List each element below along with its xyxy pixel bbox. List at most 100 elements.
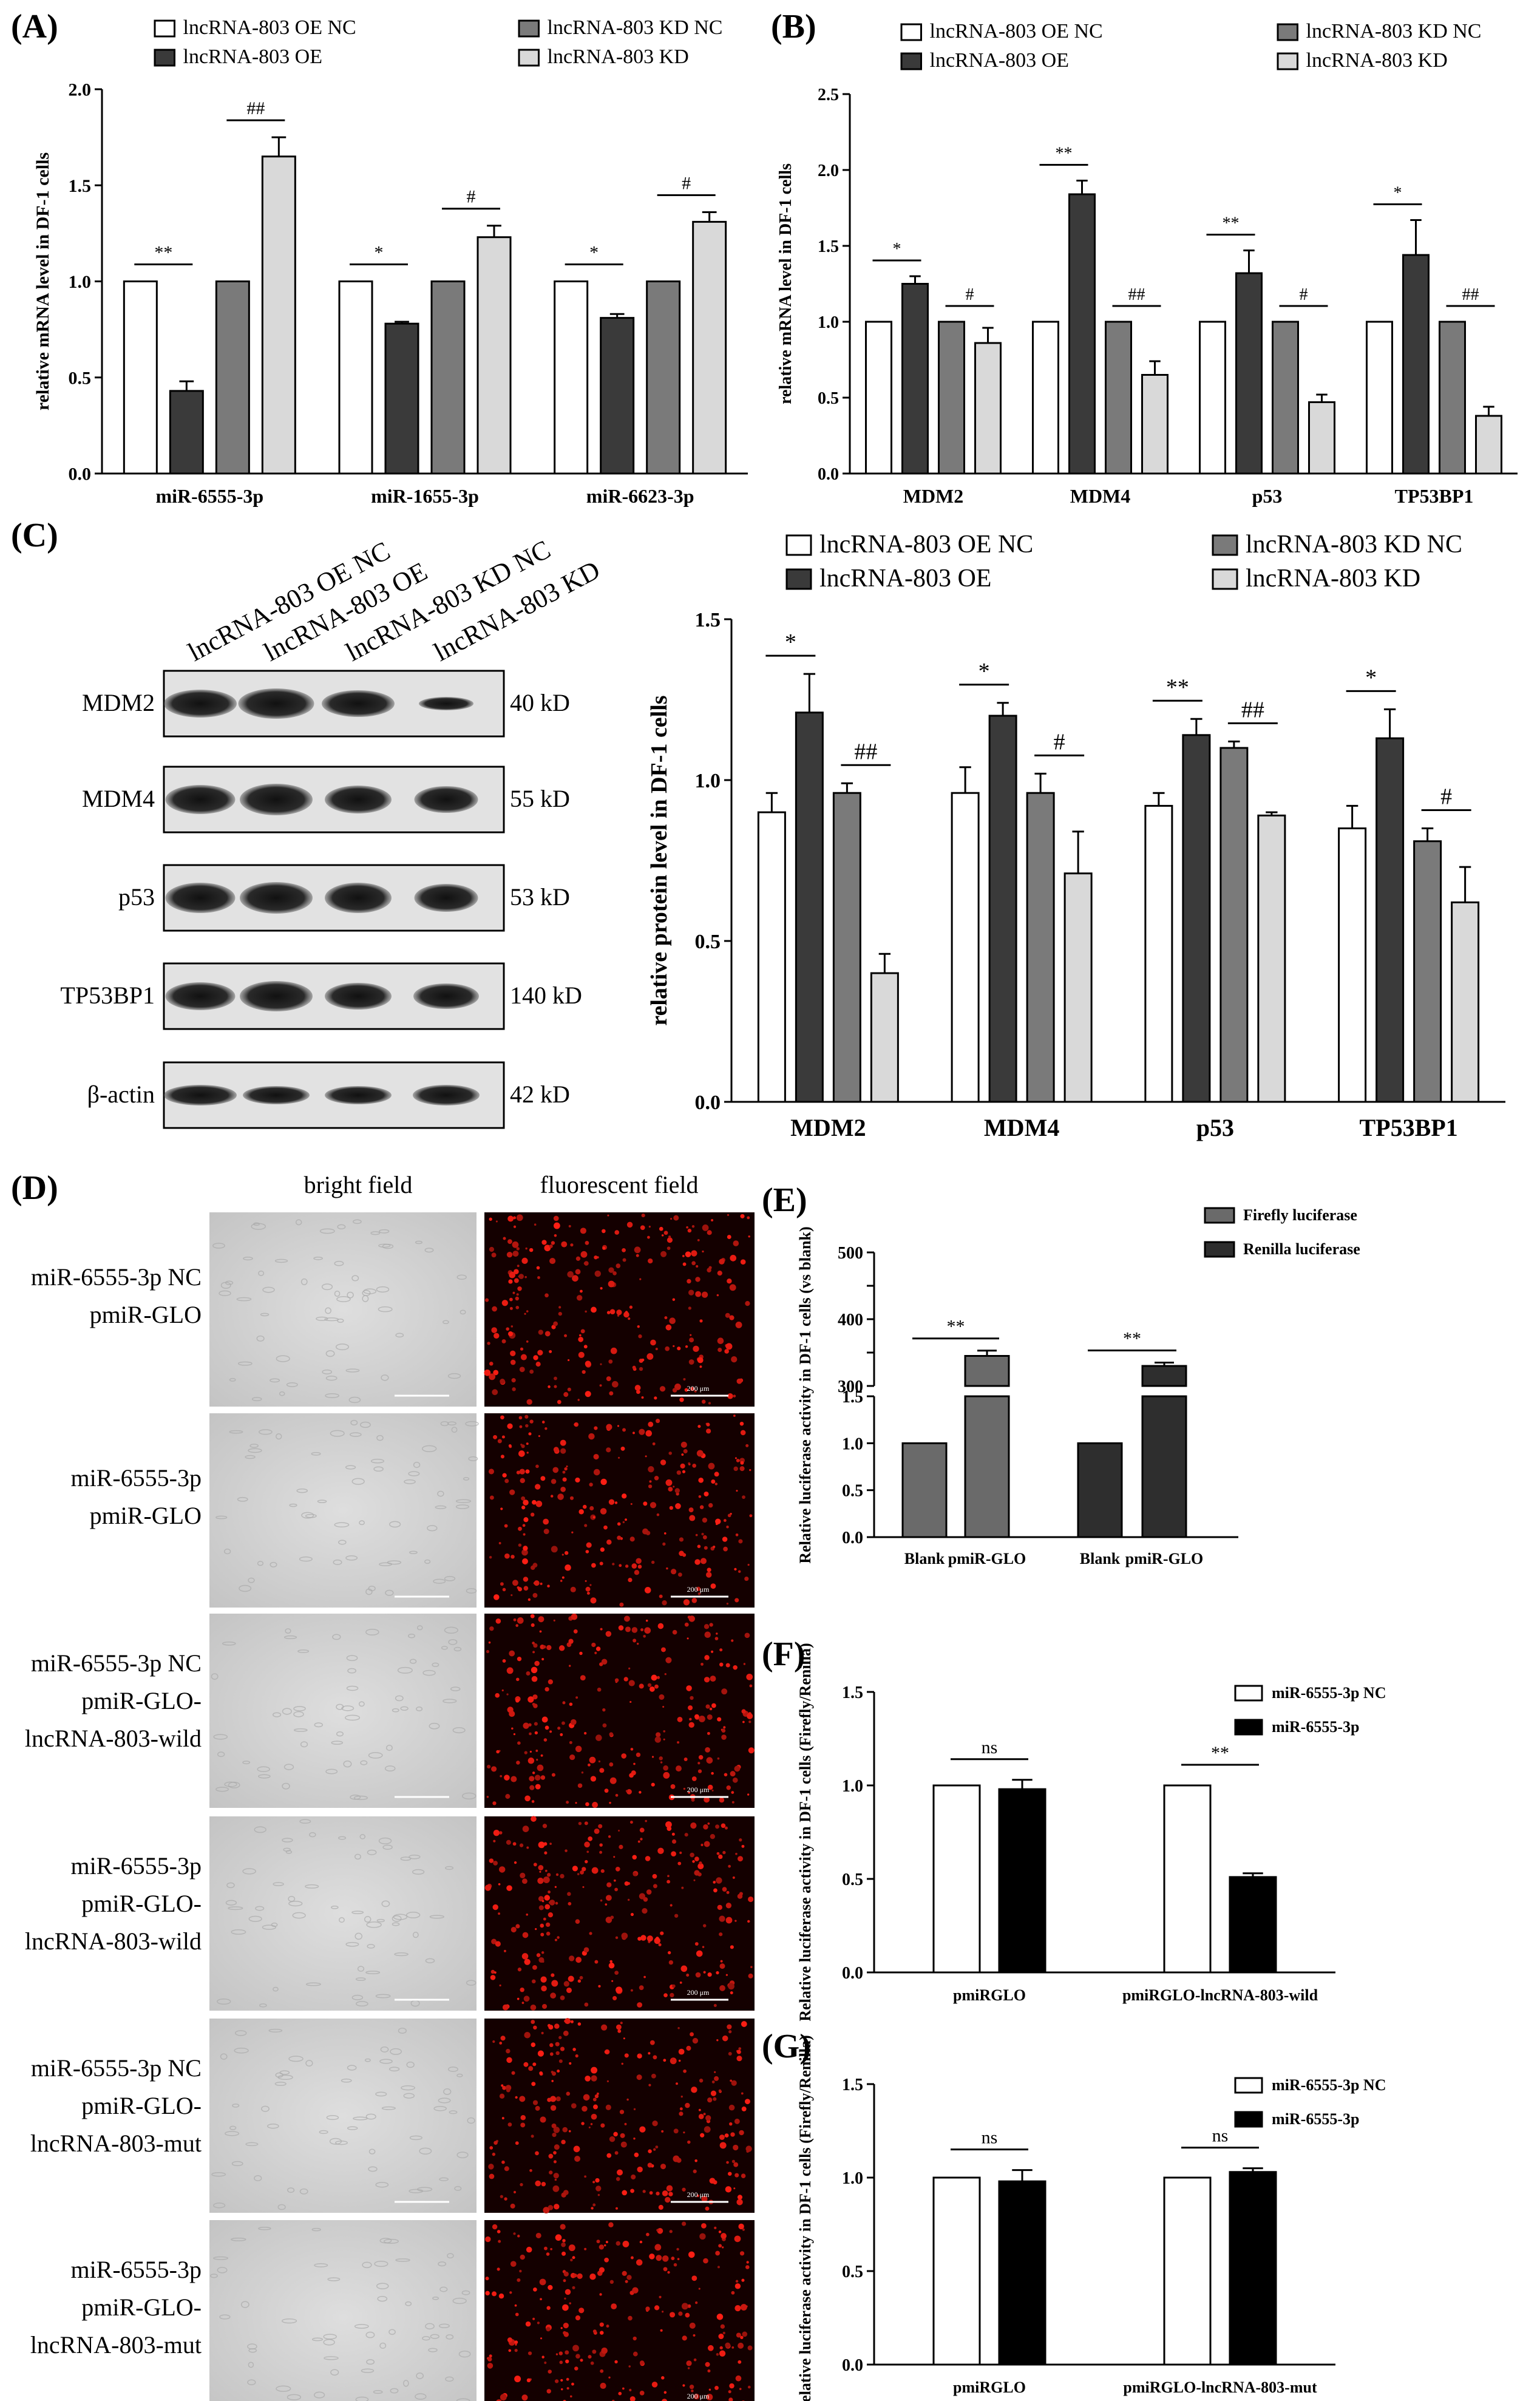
fluorescent-cell [561, 1554, 564, 1556]
fluorescent-cell [682, 2221, 687, 2226]
fluorescent-cell [561, 2139, 566, 2145]
blot-band [414, 786, 478, 813]
fluorescent-cell [582, 1370, 586, 1374]
cell-outline [345, 1714, 361, 1721]
fluorescent-cell [591, 1563, 596, 1568]
fluorescent-cell [739, 1421, 744, 1426]
x-tick-label: p53 [1252, 485, 1283, 507]
fluorescent-cell [599, 1384, 602, 1387]
fluorescent-cell [606, 1376, 611, 1382]
fluorescent-cell [647, 2162, 653, 2168]
fluorescent-cell [526, 1671, 531, 1676]
fluorescent-cell [520, 1872, 526, 1878]
cell-outline [427, 1525, 438, 1532]
fluorescent-cell [630, 1912, 634, 1917]
fluorescent-cell [614, 1230, 620, 1235]
fluorescent-cell [745, 2099, 750, 2105]
cell-outline [286, 1382, 298, 1387]
fluorescent-cell [653, 1884, 657, 1889]
fluorescent-cell [714, 1482, 718, 1486]
fluorescent-cell [609, 1960, 612, 1963]
bar [1235, 272, 1263, 475]
fluorescent-cell [499, 2042, 503, 2045]
fluorescent-cell [648, 1226, 651, 1228]
fluorescent-cell [562, 1477, 567, 1482]
cell-outline [347, 2126, 358, 2130]
fluorescent-cell [702, 1250, 704, 1253]
fluorescent-cell [517, 1586, 520, 1589]
blot-band [325, 983, 392, 1010]
fluorescent-cell [570, 1586, 576, 1592]
cell-outline [273, 1986, 279, 1992]
fluorescent-cell [719, 2346, 723, 2350]
cell-outline [354, 1932, 363, 1940]
fluorescent-cell [733, 2162, 739, 2167]
fluorescent-cell [695, 1972, 701, 1978]
fluorescent-cell [645, 1619, 648, 1622]
cell-outline [309, 1832, 316, 1838]
fluorescent-cell [640, 1838, 643, 1841]
fluorescent-cell [741, 2106, 747, 2111]
fluorescent-cell [708, 1266, 712, 1269]
bar [974, 342, 1002, 475]
fluorescent-cell [578, 1509, 584, 1515]
y-axis-label: Relative luciferase activity in DF-1 cel… [796, 1226, 814, 1563]
cell-outline [285, 1628, 291, 1634]
cell-outline [223, 1548, 231, 1555]
cell-outline [330, 2369, 339, 2376]
fluorescent-cell [544, 2361, 547, 2365]
fluorescent-cell [595, 1734, 602, 1741]
fluorescent-cell [632, 1855, 637, 1860]
fluorescent-cell [522, 1825, 529, 1832]
cell-outline [297, 1649, 310, 1653]
fluorescent-cell [555, 1873, 559, 1876]
fluorescent-cell [728, 2397, 733, 2401]
cell-outline [424, 1559, 431, 1564]
fluorescent-cell [602, 1723, 607, 1728]
legend-label: lncRNA-803 OE [183, 46, 322, 68]
condition-label: pmiR-GLO [90, 1301, 202, 1328]
fluorescent-cell [599, 1768, 605, 1773]
fluorescent-cell [519, 2096, 526, 2102]
fluorescent-cell [738, 2223, 744, 2230]
fluorescent-cell [562, 2304, 569, 2311]
panel-label-a: (A) [11, 8, 58, 46]
fluorescent-cell [725, 1903, 732, 1909]
cell-outline [300, 1741, 308, 1748]
fluorescent-cell [660, 2376, 665, 2380]
protein-name: β-actin [87, 1081, 155, 1108]
fluorescent-cell [615, 1936, 619, 1940]
fluorescent-cell [531, 1565, 535, 1571]
fluorescent-cell [533, 1355, 538, 1360]
fluorescent-cell [739, 2388, 742, 2390]
cell-outline [446, 2334, 454, 2340]
fluorescent-cell [550, 1495, 554, 1498]
cell-outline [229, 1377, 236, 1382]
fluorescent-cell [707, 1714, 713, 1720]
condition-label: miR-6555-3p [70, 1464, 202, 1492]
fluorescent-cell [515, 2096, 518, 2099]
fluorescent-cell [573, 2145, 580, 2153]
cell-outline [350, 1419, 358, 1426]
fluorescent-cell [553, 2173, 559, 2179]
cell-outline [262, 1924, 276, 1930]
fluorescent-cell [513, 2232, 516, 2235]
fluorescent-cell [549, 2043, 554, 2048]
bar [646, 280, 681, 475]
fluorescent-cell [668, 1235, 671, 1238]
cell-outline [237, 1361, 253, 1366]
cell-outline [347, 2065, 357, 2071]
y-tick-label: 0.0 [69, 464, 92, 484]
cell-outline [248, 1915, 262, 1922]
cell-outline [341, 1705, 354, 1711]
cell-outline [251, 1397, 262, 1402]
fluorescent-cell [521, 1506, 526, 1510]
fluorescent-cell [654, 1396, 657, 1400]
cell-outline [347, 1668, 357, 1674]
fluorescent-cell [622, 2270, 627, 2276]
fluorescent-cell [649, 2253, 655, 2260]
blot-band [240, 784, 313, 815]
cell-outline [366, 1921, 382, 1928]
fluorescent-cell [735, 1533, 739, 1537]
fluorescent-cell [601, 2024, 608, 2031]
